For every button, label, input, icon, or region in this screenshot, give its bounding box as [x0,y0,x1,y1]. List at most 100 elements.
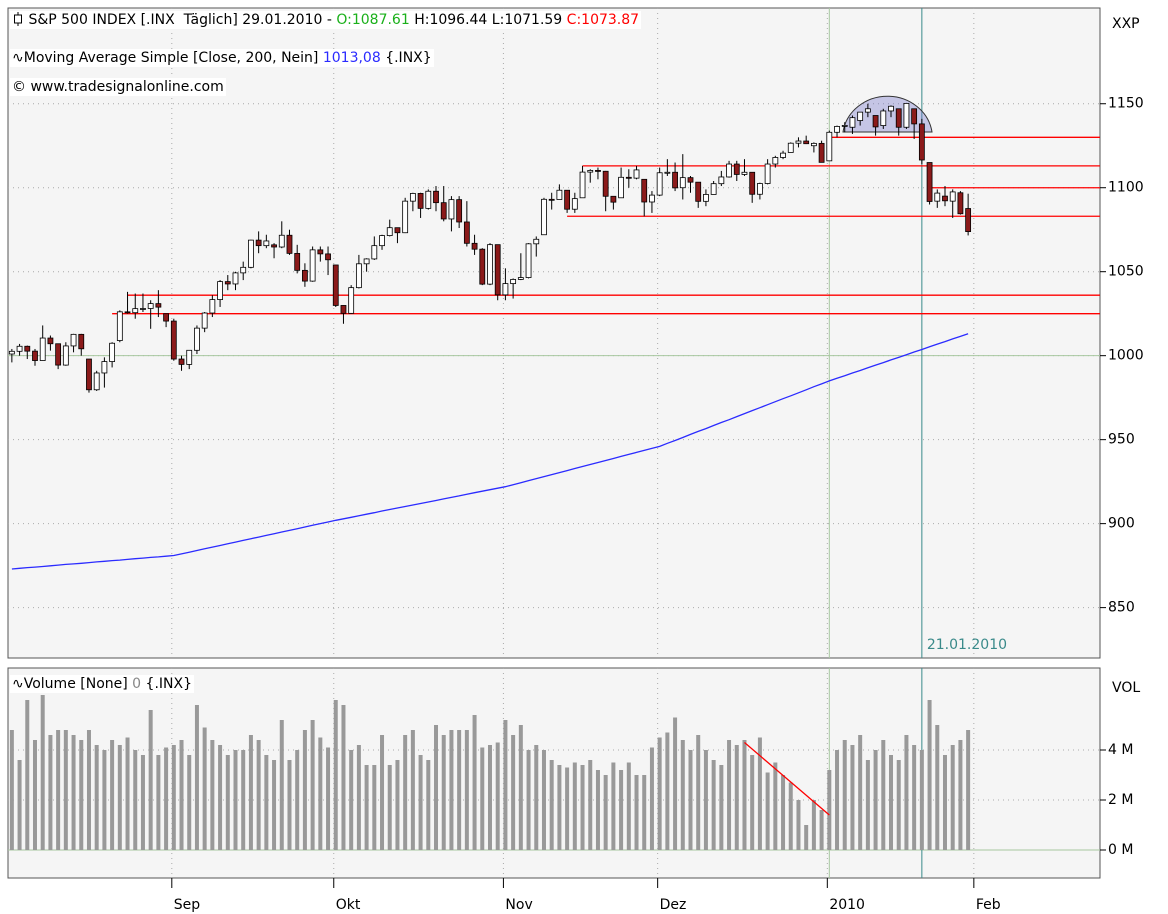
candle-body [818,142,825,163]
volume-bar [572,762,577,850]
candle-body [564,189,571,210]
y-tick-label: 950 [1108,432,1135,448]
volume-bar [233,750,238,850]
candle-body [78,333,85,350]
candle-body [718,176,725,185]
x-tick-label: Feb [976,897,1001,913]
volume-bar [164,747,169,850]
candle-body [440,202,447,220]
candle-body [849,117,856,128]
wave-icon: ∿ [12,676,24,692]
high-label: H:1096.44 [414,12,488,28]
volume-bar [665,732,670,850]
volume-bar [511,735,516,850]
volume-bar [264,755,269,850]
candle-body [363,258,370,265]
candle-body [286,234,293,254]
candle-body [140,308,146,310]
candle-body [101,361,108,374]
candle-body [448,199,455,220]
y-tick-label: 1050 [1108,264,1144,280]
y-tick-label: 850 [1108,600,1135,616]
candle-body [409,193,416,202]
candle-body [240,266,247,274]
candle-body [942,195,948,202]
volume-bar [302,730,307,850]
candle-body [741,171,748,175]
volume-bar [202,727,207,850]
volume-bar [426,760,431,850]
volume-bar [9,730,14,850]
volume-bar [63,730,68,850]
candle-body [548,198,555,201]
candle-body [317,249,324,255]
volume-legend: ∿Volume [None] 0 {.INX} [10,675,194,693]
symbol: {.INX} [145,676,192,692]
volume-bar [110,740,115,850]
volume-bar [904,735,909,850]
volume-bar [148,710,153,850]
candle-body [217,281,223,300]
volume-bar [403,735,408,850]
candle-body [417,193,424,209]
candle-body [541,198,547,236]
volume-bar [534,745,539,850]
volume-bar [94,745,99,850]
volume-bar [287,760,292,850]
candle-body [803,140,810,145]
volume-bar [819,810,824,850]
volume-bar [603,775,608,850]
candle-body [757,183,763,195]
candle-body [309,249,316,282]
volume-bar [966,730,971,850]
volume-bar [434,725,439,850]
volume-bar [680,740,685,850]
candle-body [880,110,887,126]
volume-bar [349,750,354,850]
candle-body [780,152,786,158]
volume-bar [187,755,192,850]
volume-bar [626,762,631,850]
volume-bar [719,765,724,850]
candle-body [479,248,486,285]
volume-bar [958,740,963,850]
volume-trendline [744,742,830,816]
volume-bar [218,745,223,850]
volume-bar [125,737,130,850]
volume-bar [179,740,184,850]
volume-bar [796,800,801,850]
volume-bar [595,770,600,850]
volume-bar [696,735,701,850]
candle-body [772,157,779,165]
candle-body [926,162,933,202]
volume-bar [557,765,562,850]
volume-bar [464,730,469,850]
candle-icon [14,12,22,26]
volume-bar [781,775,786,850]
candle-body [810,142,817,147]
volume-bar [541,750,546,850]
candle-body [463,221,470,244]
volume-name: Volume [None] [23,676,128,692]
candle-body [672,171,678,189]
candle-body [355,263,362,289]
volume-bar [518,725,523,850]
candle-body [934,192,941,202]
volume-bar [356,745,361,850]
volume-bar [364,765,369,850]
volume-bar [86,730,91,850]
candle-body [618,176,624,199]
volume-bar [942,755,947,850]
volume-bar [56,730,61,850]
volume-bar [194,705,199,850]
y-tick-label: 0 M [1108,842,1133,858]
candle-body [826,131,833,162]
candle-body [602,170,609,197]
candle-body [271,244,277,248]
candle-body [24,345,31,352]
volume-bar [326,747,331,850]
candle-body [679,177,686,189]
candle-body [178,358,185,365]
volume-bar [858,735,863,850]
